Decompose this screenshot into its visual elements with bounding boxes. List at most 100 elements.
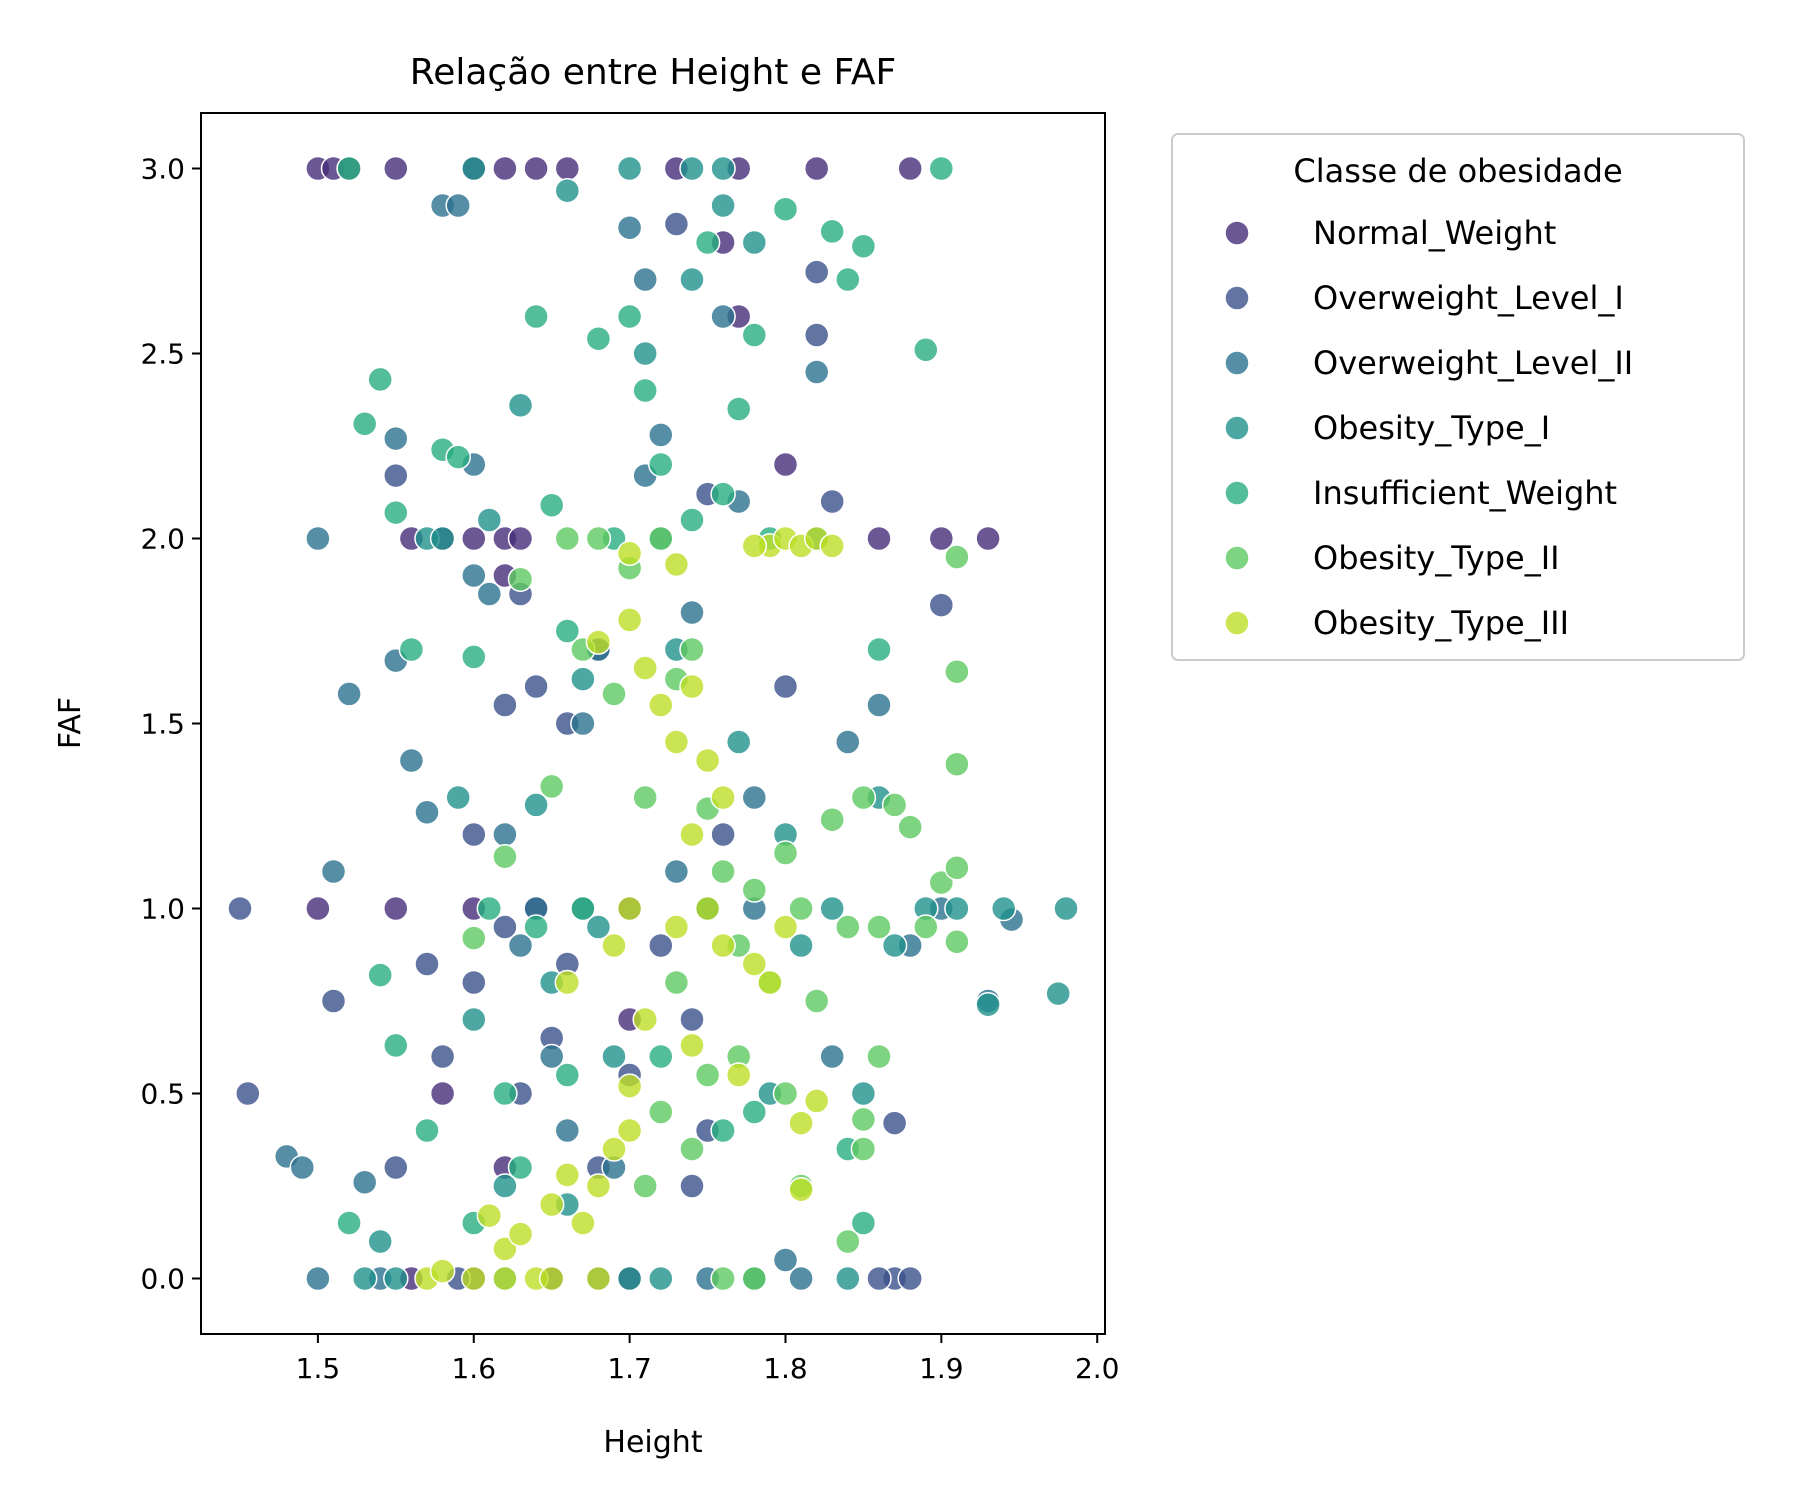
data-point-insufficient-weight-37 <box>554 1062 581 1088</box>
data-point-overweight-level-ii-24 <box>616 214 643 241</box>
data-point-obesity-type-iii-18 <box>648 692 674 718</box>
data-point-obesity-type-iii-43 <box>554 969 581 996</box>
data-point-overweight-level-i-0 <box>227 895 253 922</box>
data-point-obesity-type-i-10 <box>523 792 549 818</box>
data-point-insufficient-weight-28 <box>835 266 861 293</box>
data-point-obesity-type-iii-25 <box>663 914 690 940</box>
legend-marker <box>1224 350 1250 376</box>
data-point-obesity-type-ii-0 <box>461 925 487 951</box>
data-point-obesity-type-iii-44 <box>616 895 643 922</box>
legend-item-overweight-level-ii: Overweight_Level_II <box>1224 344 1633 382</box>
data-point-obesity-type-iii-2 <box>461 1265 487 1292</box>
data-point-obesity-type-iii-19 <box>663 729 690 755</box>
data-point-obesity-type-ii-43 <box>694 1062 721 1088</box>
data-point-overweight-level-i-28 <box>928 592 955 618</box>
data-point-overweight-level-i-3 <box>383 1154 409 1181</box>
data-point-obesity-type-ii-16 <box>741 877 768 903</box>
data-point-obesity-type-ii-36 <box>850 1136 877 1162</box>
data-point-obesity-type-ii-26 <box>897 814 923 840</box>
data-point-obesity-type-i-41 <box>648 1265 674 1292</box>
data-point-obesity-type-ii-19 <box>788 895 814 922</box>
x-tick-label: 1.8 <box>763 1352 808 1385</box>
legend-marker <box>1224 415 1250 441</box>
data-point-obesity-type-iii-28 <box>725 1062 752 1088</box>
data-point-obesity-type-ii-23 <box>850 784 877 811</box>
data-point-obesity-type-i-45 <box>461 155 487 182</box>
data-point-insufficient-weight-39 <box>710 1117 736 1144</box>
data-point-insufficient-weight-2 <box>367 366 393 393</box>
legend-item-normal-weight: Normal_Weight <box>1224 214 1556 252</box>
data-point-normal-weight-14 <box>461 525 487 552</box>
data-point-obesity-type-i-14 <box>585 914 612 940</box>
data-point-overweight-level-i-32 <box>383 462 409 489</box>
y-tick-label: 0.5 <box>140 1078 185 1111</box>
data-point-obesity-type-iii-40 <box>741 533 768 559</box>
data-point-obesity-type-ii-3 <box>538 773 565 800</box>
data-point-insufficient-weight-0 <box>336 155 362 182</box>
data-point-obesity-type-ii-45 <box>663 969 690 996</box>
legend-items: Normal_Weight Overweight_Level_I Overweigh… <box>1224 214 1633 642</box>
data-point-insufficient-weight-12 <box>538 492 565 518</box>
data-point-overweight-level-i-13 <box>679 1173 705 1199</box>
data-point-obesity-type-ii-24 <box>866 914 892 940</box>
data-point-obesity-type-i-37 <box>1053 895 1079 922</box>
data-point-obesity-type-iii-8 <box>554 1162 581 1188</box>
data-point-overweight-level-ii-5 <box>336 681 362 707</box>
data-point-obesity-type-i-30 <box>835 1265 861 1292</box>
data-point-insufficient-weight-31 <box>913 337 939 363</box>
data-point-insufficient-weight-21 <box>694 229 721 256</box>
data-point-obesity-type-ii-14 <box>710 858 736 885</box>
data-point-insufficient-weight-17 <box>616 303 643 330</box>
data-point-obesity-type-iii-42 <box>616 540 643 567</box>
data-point-obesity-type-ii-35 <box>850 1106 877 1133</box>
x-tick-label: 2.0 <box>1075 1352 1120 1385</box>
data-point-normal-weight-6 <box>523 155 549 182</box>
data-point-overweight-level-i-22 <box>819 488 845 515</box>
data-point-overweight-level-i-26 <box>897 1265 923 1292</box>
data-point-normal-weight-11 <box>897 155 923 182</box>
data-point-obesity-type-iii-17 <box>632 655 658 681</box>
data-point-obesity-type-iii-13 <box>616 1073 643 1099</box>
data-point-normal-weight-17 <box>866 525 892 552</box>
data-point-overweight-level-ii-17 <box>492 821 518 848</box>
data-point-overweight-level-ii-31 <box>741 784 768 811</box>
data-point-overweight-level-ii-35 <box>819 1043 845 1070</box>
data-point-overweight-level-ii-3 <box>305 525 331 552</box>
data-point-overweight-level-ii-15 <box>461 562 487 589</box>
legend-marker <box>1224 480 1250 506</box>
data-point-insufficient-weight-14 <box>570 895 596 922</box>
legend-label: Overweight_Level_II <box>1313 344 1633 382</box>
chart-title: Relação entre Height e FAF <box>410 52 896 93</box>
data-point-insufficient-weight-20 <box>679 507 705 533</box>
data-point-obesity-type-ii-1 <box>492 843 518 870</box>
legend-title: Classe de obesidade <box>1293 152 1622 190</box>
data-point-obesity-type-i-17 <box>632 340 658 367</box>
data-point-obesity-type-i-40 <box>616 1265 643 1292</box>
data-point-obesity-type-iii-34 <box>803 1088 830 1114</box>
data-point-obesity-type-i-39 <box>975 991 1001 1018</box>
data-point-overweight-level-ii-34 <box>803 359 830 385</box>
data-point-normal-weight-5 <box>492 155 518 182</box>
x-tick-label: 1.5 <box>296 1352 341 1385</box>
legend-marker <box>1224 220 1250 246</box>
data-point-obesity-type-i-6 <box>461 1006 487 1033</box>
legend: Classe de obesidade Normal_Weight Overwei… <box>1171 133 1745 661</box>
legend-label: Obesity_Type_I <box>1313 409 1550 447</box>
data-point-overweight-level-ii-8 <box>383 425 409 452</box>
data-point-obesity-type-ii-30 <box>944 544 970 570</box>
plot-area <box>200 112 1106 1335</box>
points-layer <box>227 155 1079 1292</box>
data-point-obesity-type-i-24 <box>741 229 768 256</box>
data-point-obesity-type-ii-39 <box>741 1265 768 1292</box>
data-point-obesity-type-iii-5 <box>507 1221 534 1247</box>
y-tick-label: 3.0 <box>140 153 185 186</box>
data-point-obesity-type-ii-28 <box>928 869 955 896</box>
data-point-obesity-type-i-20 <box>679 266 705 293</box>
data-point-obesity-type-iii-14 <box>601 932 627 959</box>
data-point-overweight-level-ii-20 <box>538 1043 565 1070</box>
data-point-insufficient-weight-43 <box>336 1210 362 1236</box>
data-point-normal-weight-20 <box>305 895 331 922</box>
data-point-obesity-type-i-7 <box>476 507 503 533</box>
data-point-obesity-type-iii-16 <box>616 607 643 633</box>
